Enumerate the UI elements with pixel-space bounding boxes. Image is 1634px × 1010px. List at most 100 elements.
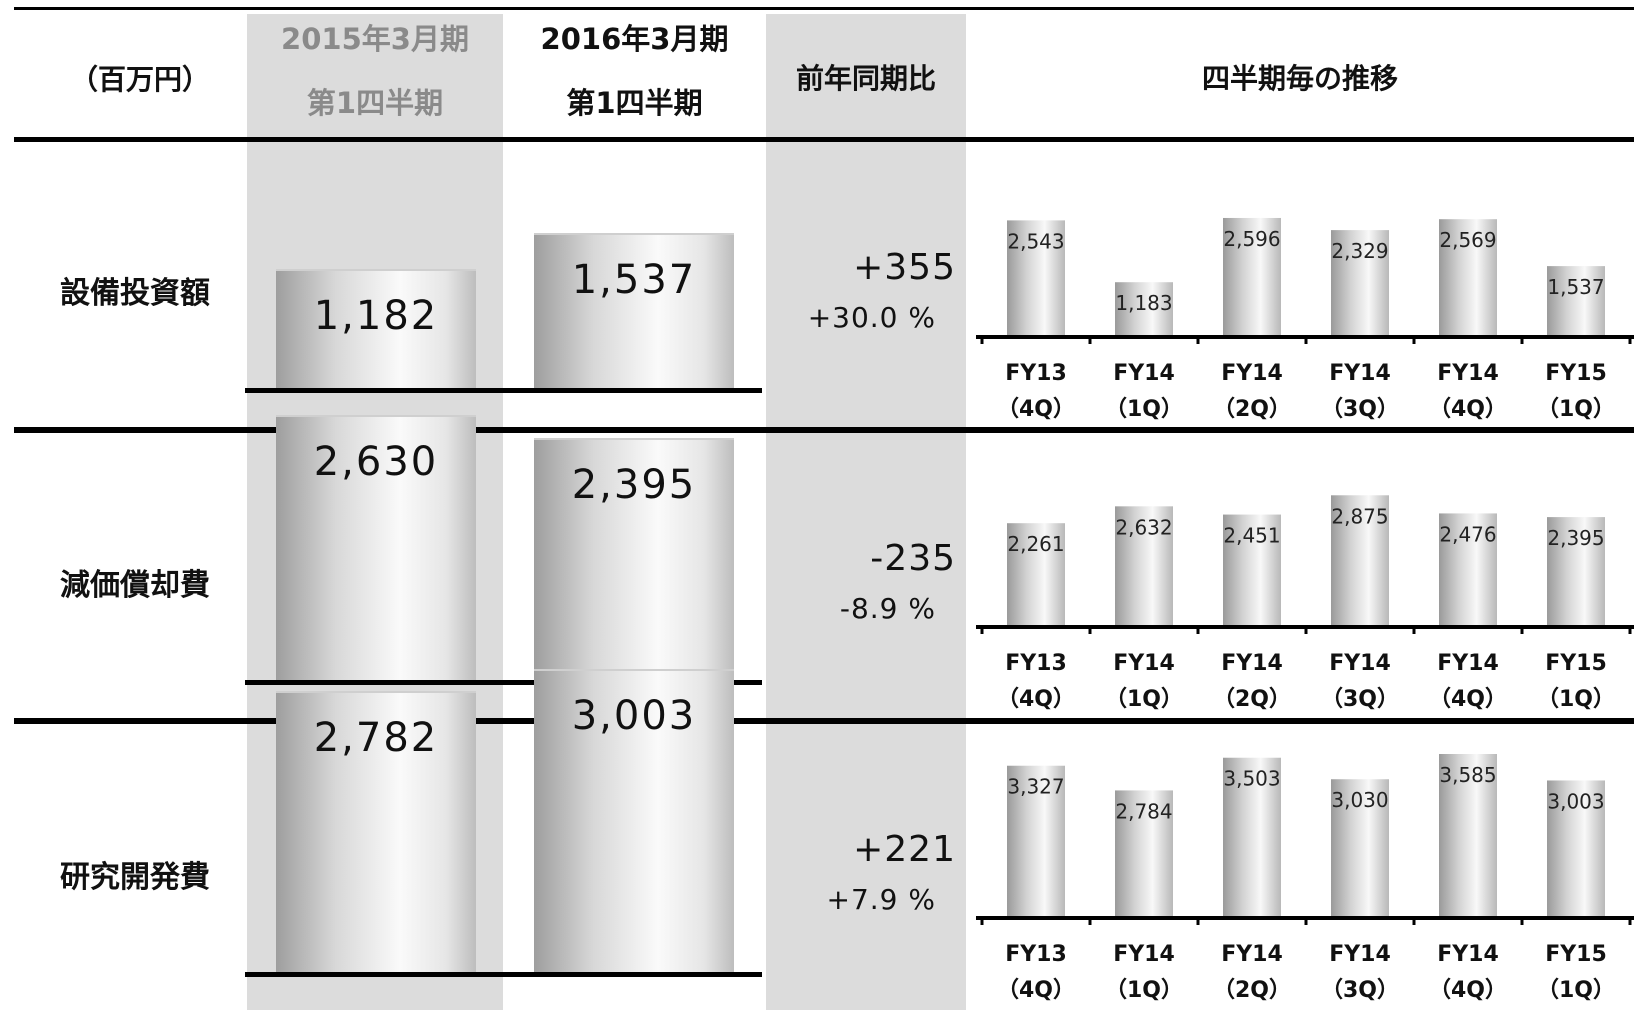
trend-bar [1223, 757, 1281, 917]
trend-bar [1547, 517, 1605, 626]
trend-bar-value-label: 3,503 [1223, 767, 1280, 791]
trend-bar-value-label: 2,596 [1223, 227, 1280, 251]
bar-curr-period: 1,537 [534, 233, 734, 388]
trend-bar-value-label: 3,327 [1007, 775, 1064, 799]
row-rule-2 [14, 718, 1634, 724]
trend-subcategory-label: （1Q） [1105, 687, 1183, 712]
trend-bar [1007, 523, 1065, 626]
trend-subcategory-label: （1Q） [1105, 397, 1183, 422]
trend-category-label: FY14 [1113, 361, 1175, 386]
trend-subcategory-label: （1Q） [1537, 687, 1615, 712]
trend-bar-value-label: 2,784 [1115, 799, 1172, 823]
trend-subcategory-label: （2Q） [1213, 978, 1291, 1003]
yoy-diff-value: +221 [853, 829, 956, 870]
trend-bar [1115, 282, 1173, 336]
trend-bar [1223, 217, 1281, 336]
bar-prev-period: 1,182 [276, 269, 476, 388]
yoy-diff-value: +355 [853, 247, 956, 288]
trend-bar-value-label: 3,030 [1331, 788, 1388, 812]
trend-subcategory-label: （4Q） [1429, 397, 1507, 422]
trend-subcategory-label: （1Q） [1537, 978, 1615, 1003]
trend-category-label: FY14 [1329, 361, 1391, 386]
trend-subcategory-label: （2Q） [1213, 397, 1291, 422]
trend-subcategory-label: （3Q） [1321, 978, 1399, 1003]
trend-subcategory-label: （1Q） [1537, 397, 1615, 422]
bar-value-label: 3,003 [571, 693, 697, 739]
bar-curr-period: 2,395 [534, 438, 734, 680]
bar-value-label: 2,782 [313, 715, 439, 761]
trend-subcategory-label: （2Q） [1213, 687, 1291, 712]
yoy-diff-percent: +30.0 % [807, 301, 936, 334]
trend-category-label: FY14 [1221, 361, 1283, 386]
bar-prev-period: 2,630 [276, 415, 476, 680]
curr-quarter-header: 第1四半期 [566, 86, 703, 120]
trend-bar-value-label: 2,632 [1115, 515, 1172, 539]
trend-bar [1331, 779, 1389, 917]
bar-value-label: 2,395 [571, 462, 697, 508]
trend-bar [1331, 495, 1389, 626]
trend-bar-value-label: 2,395 [1547, 526, 1604, 550]
trend-header: 四半期毎の推移 [1201, 62, 1398, 95]
trend-category-label: FY14 [1329, 651, 1391, 676]
trend-bar-value-label: 2,875 [1331, 504, 1388, 528]
bar-curr-period: 3,003 [534, 669, 734, 972]
trend-bar-value-label: 2,261 [1007, 532, 1064, 556]
row-label-rnd: 研究開発費 [60, 860, 210, 895]
trend-category-label: FY14 [1221, 942, 1283, 967]
row-rule-1 [14, 427, 1634, 433]
yoy-header: 前年同期比 [795, 62, 936, 95]
trend-bar-value-label: 1,183 [1115, 291, 1172, 315]
trend-bar-value-label: 2,543 [1007, 229, 1064, 253]
top-rule [14, 7, 1634, 10]
trend-category-label: FY14 [1437, 942, 1499, 967]
trend-bar-value-label: 3,003 [1547, 789, 1604, 813]
trend-bar [1007, 765, 1065, 917]
trend-subcategory-label: （4Q） [1429, 687, 1507, 712]
trend-bar-value-label: 1,537 [1547, 275, 1604, 299]
trend-bar [1439, 513, 1497, 626]
yoy-diff-percent: -8.9 % [839, 592, 936, 625]
bar-value-label: 1,537 [571, 257, 697, 303]
bar-prev-period: 2,782 [276, 691, 476, 972]
prev-year-header: 2015年3月期 [281, 22, 469, 56]
trend-category-label: FY13 [1005, 942, 1067, 967]
trend-category-label: FY13 [1005, 361, 1067, 386]
trend-bar [1547, 266, 1605, 336]
trend-bar-value-label: 2,329 [1331, 239, 1388, 263]
trend-bar [1007, 220, 1065, 336]
yoy-diff-value: -235 [870, 538, 956, 579]
trend-subcategory-label: （1Q） [1105, 978, 1183, 1003]
yoy-column-bg [766, 14, 966, 1010]
trend-bar [1331, 230, 1389, 336]
trend-subcategory-label: （3Q） [1321, 397, 1399, 422]
bar-value-label: 1,182 [313, 293, 439, 339]
trend-category-label: FY14 [1437, 651, 1499, 676]
trend-category-label: FY14 [1437, 361, 1499, 386]
trend-category-label: FY14 [1113, 942, 1175, 967]
trend-chart-1: 2,543 FY13 （4Q） 1,183 FY14 （1Q） 2,596 FY14 （2Q） 2… [976, 217, 1634, 422]
trend-category-label: FY13 [1005, 651, 1067, 676]
quarterly-trend-charts: 2,543 FY13 （4Q） 1,183 FY14 （1Q） 2,596 FY14 （2Q） 2… [976, 217, 1634, 1003]
trend-category-label: FY14 [1329, 942, 1391, 967]
trend-bar [1223, 514, 1281, 626]
trend-bar [1115, 790, 1173, 917]
trend-chart-3: 3,327 FY13 （4Q） 2,784 FY14 （1Q） 3,503 FY14 （2Q） 3… [976, 754, 1634, 1003]
trend-subcategory-label: （4Q） [997, 687, 1075, 712]
comparison-baseline [245, 388, 762, 393]
trend-category-label: FY14 [1113, 651, 1175, 676]
trend-category-label: FY15 [1545, 361, 1607, 386]
trend-bar [1547, 780, 1605, 917]
trend-chart-2: 2,261 FY13 （4Q） 2,632 FY14 （1Q） 2,451 FY14 （2Q） 2… [976, 495, 1634, 712]
trend-bar-value-label: 3,585 [1439, 763, 1496, 787]
trend-bar-value-label: 2,476 [1439, 522, 1496, 546]
unit-label: （百万円） [69, 63, 210, 96]
trend-category-label: FY15 [1545, 651, 1607, 676]
trend-subcategory-label: （4Q） [997, 397, 1075, 422]
trend-category-label: FY14 [1221, 651, 1283, 676]
bar-value-label: 2,630 [313, 439, 439, 485]
trend-bar-value-label: 2,569 [1439, 228, 1496, 252]
row-label-capex: 設備投資額 [60, 276, 210, 311]
trend-subcategory-label: （3Q） [1321, 687, 1399, 712]
trend-bar [1115, 506, 1173, 626]
comparison-baseline [245, 972, 762, 977]
